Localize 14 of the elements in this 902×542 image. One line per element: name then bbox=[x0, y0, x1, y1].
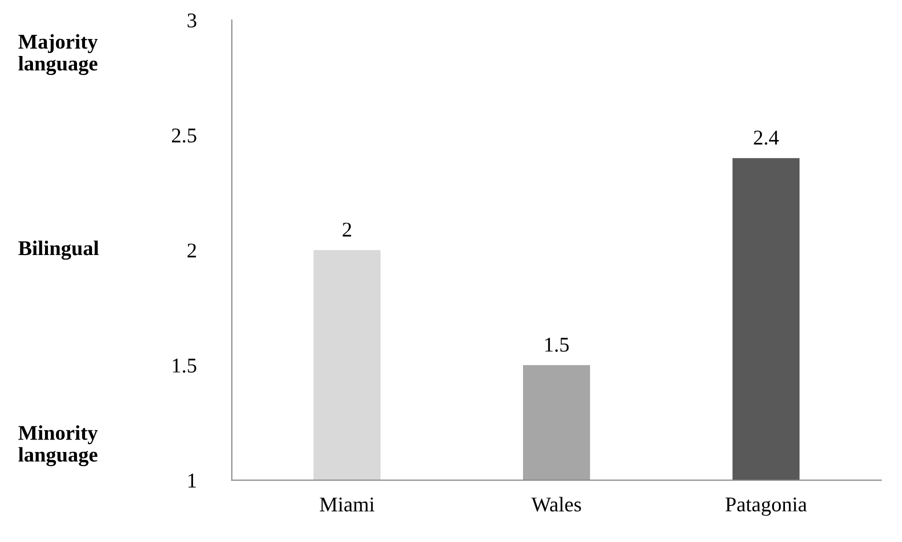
x-tick-label: Patagonia bbox=[726, 497, 807, 516]
data-label: 1.5 bbox=[545, 338, 569, 352]
x-tick-label: Miami bbox=[320, 498, 374, 512]
text: Minority language bbox=[18, 425, 98, 466]
y-tick-label: 1.5 bbox=[172, 358, 196, 373]
text: Majority language bbox=[18, 34, 98, 76]
x-tick-label: Wales bbox=[531, 496, 581, 512]
y-tick-label: 3 bbox=[188, 13, 196, 28]
data-label: 2.4 bbox=[754, 130, 779, 145]
y-tick-label: 1 bbox=[188, 474, 196, 488]
data-label: 2 bbox=[342, 222, 352, 236]
y-tick-label: 2.5 bbox=[172, 128, 196, 143]
y-tick-label: 2 bbox=[188, 244, 196, 258]
text: Bilingual bbox=[18, 240, 99, 260]
